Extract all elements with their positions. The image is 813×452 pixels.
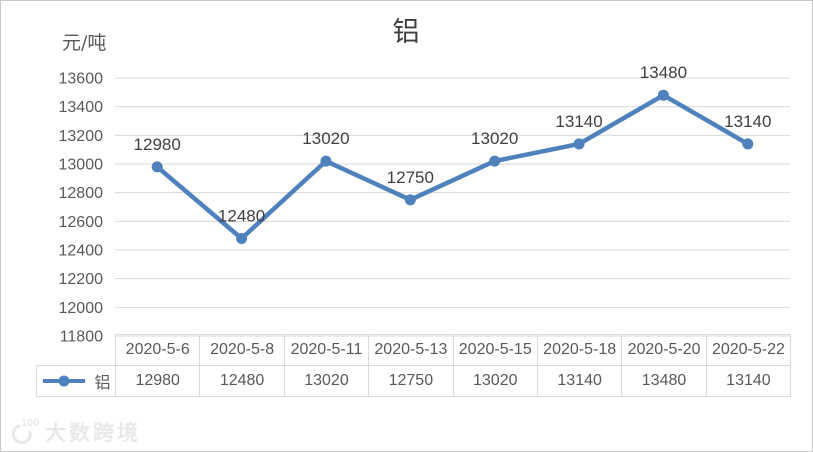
data-point-marker [151,161,163,173]
y-tick-label: 12400 [59,243,104,260]
watermark-logo-icon: 100 [11,417,39,445]
table-header-row: 2020-5-6 2020-5-8 2020-5-11 2020-5-13 2020-5… [37,334,792,366]
data-point-marker [404,194,416,206]
data-point-marker [742,138,754,150]
chart-data-table: 2020-5-6 2020-5-8 2020-5-11 2020-5-13 2020-5… [36,334,792,397]
legend-cell: 铝 [36,365,116,397]
chart-title: 铝 [392,17,421,48]
data-label: 13020 [471,129,518,148]
table-value-cell: 12750 [368,365,454,397]
table-value-cell: 12480 [199,365,285,397]
data-label: 13140 [724,112,771,131]
table-date-header: 2020-5-22 [705,334,792,366]
y-tick-label: 11800 [60,329,103,346]
data-label: 12750 [387,168,434,187]
data-point-marker [573,138,585,150]
data-point-marker [236,233,248,245]
y-tick-label: 13600 [59,71,104,88]
table-value-row: 铝 12980 12480 13020 12750 13020 13140 13480 131… [36,365,792,397]
data-point-marker [320,155,332,167]
y-tick-label: 12200 [59,271,104,288]
table-value-cell: 13140 [536,365,623,397]
y-tick-label: 12600 [59,214,104,231]
svg-text:100: 100 [21,417,39,429]
watermark-text: 大数跨境 [45,420,141,445]
y-tick-label: 13200 [59,128,104,145]
data-point-marker [657,89,669,101]
series-line [154,92,751,241]
y-tick-label: 12000 [59,300,104,317]
data-label: 12480 [218,207,265,226]
table-value-cell: 13020 [283,365,370,397]
table-date-header: 2020-5-18 [536,334,623,366]
y-tick-label: 13000 [59,157,104,174]
y-tick-label: 13400 [59,99,104,116]
table-corner-cell [37,335,116,366]
legend-series-label: 铝 [94,373,111,392]
table-value-cell: 13140 [705,365,792,397]
table-date-header: 2020-5-11 [283,334,370,366]
y-tick-label: 12800 [59,185,104,202]
data-label: 13140 [555,112,602,131]
table-date-header: 2020-5-13 [368,334,454,366]
data-point-marker [489,155,501,167]
data-label: 12980 [134,135,181,154]
table-date-header: 2020-5-15 [452,334,538,366]
data-label: 13020 [302,129,349,148]
legend-line-marker-icon [43,375,86,387]
table-value-cell: 13020 [452,365,538,397]
table-date-header: 2020-5-8 [199,334,285,366]
table-date-header: 2020-5-20 [621,334,707,366]
line-chart-plot: 13600 13400 13200 13000 12800 12600 12400 12200… [59,63,790,346]
watermark: 100 大数跨境 [10,416,141,448]
data-label: 13480 [640,63,687,82]
y-axis-unit-label: 元/吨 [62,32,107,54]
table-value-cell: 13480 [621,365,707,397]
table-value-cell: 12980 [114,365,201,397]
table-date-header: 2020-5-6 [114,334,201,366]
